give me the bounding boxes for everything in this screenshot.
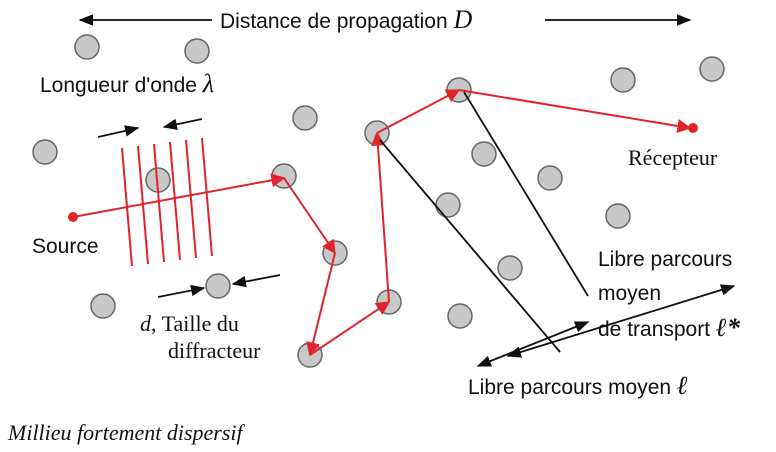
text: , Taille du — [151, 311, 239, 336]
transport-label: de transport ℓ* — [598, 313, 741, 342]
size-arrow — [231, 274, 281, 288]
transport-label: Libre parcours — [598, 248, 732, 271]
distance-label: Distance de propagation D — [220, 5, 473, 34]
symbol: ℓ — [677, 371, 688, 400]
mfp-arrow — [476, 321, 590, 367]
source-label: Source — [32, 235, 99, 258]
symbol: d — [140, 311, 152, 336]
scatterer-label: d, Taille du — [140, 311, 239, 336]
wave-arrow — [162, 118, 203, 130]
transport-arrow — [506, 284, 736, 358]
wave-arrow — [97, 125, 140, 138]
text: de transport — [598, 318, 710, 341]
symbol: D — [453, 5, 473, 34]
path — [306, 252, 336, 357]
text: Libre parcours moyen — [468, 376, 671, 399]
symbol: λ — [202, 69, 214, 98]
transport-label: moyen — [598, 282, 661, 305]
text: Distance de propagation — [220, 10, 448, 33]
receiver-label: Récepteur — [628, 145, 718, 170]
caption: Millieu fortement dispersif — [7, 420, 246, 445]
path — [370, 131, 390, 303]
wavefronts — [121, 137, 213, 267]
transport-edge — [463, 91, 589, 297]
mfp-label: Libre parcours moyen ℓ — [468, 371, 688, 400]
scatterer-label: diffracteur — [168, 338, 261, 363]
wavelength-label: Longueur d'onde λ — [40, 69, 214, 98]
path — [376, 89, 461, 134]
size-arrow — [157, 284, 206, 298]
source-point — [68, 212, 78, 222]
text: Longueur d'onde — [40, 74, 197, 97]
path — [309, 301, 391, 356]
symbol: ℓ* — [716, 313, 741, 342]
receiver-point — [688, 123, 698, 133]
path — [458, 89, 692, 133]
path — [72, 173, 286, 218]
path — [283, 177, 336, 255]
